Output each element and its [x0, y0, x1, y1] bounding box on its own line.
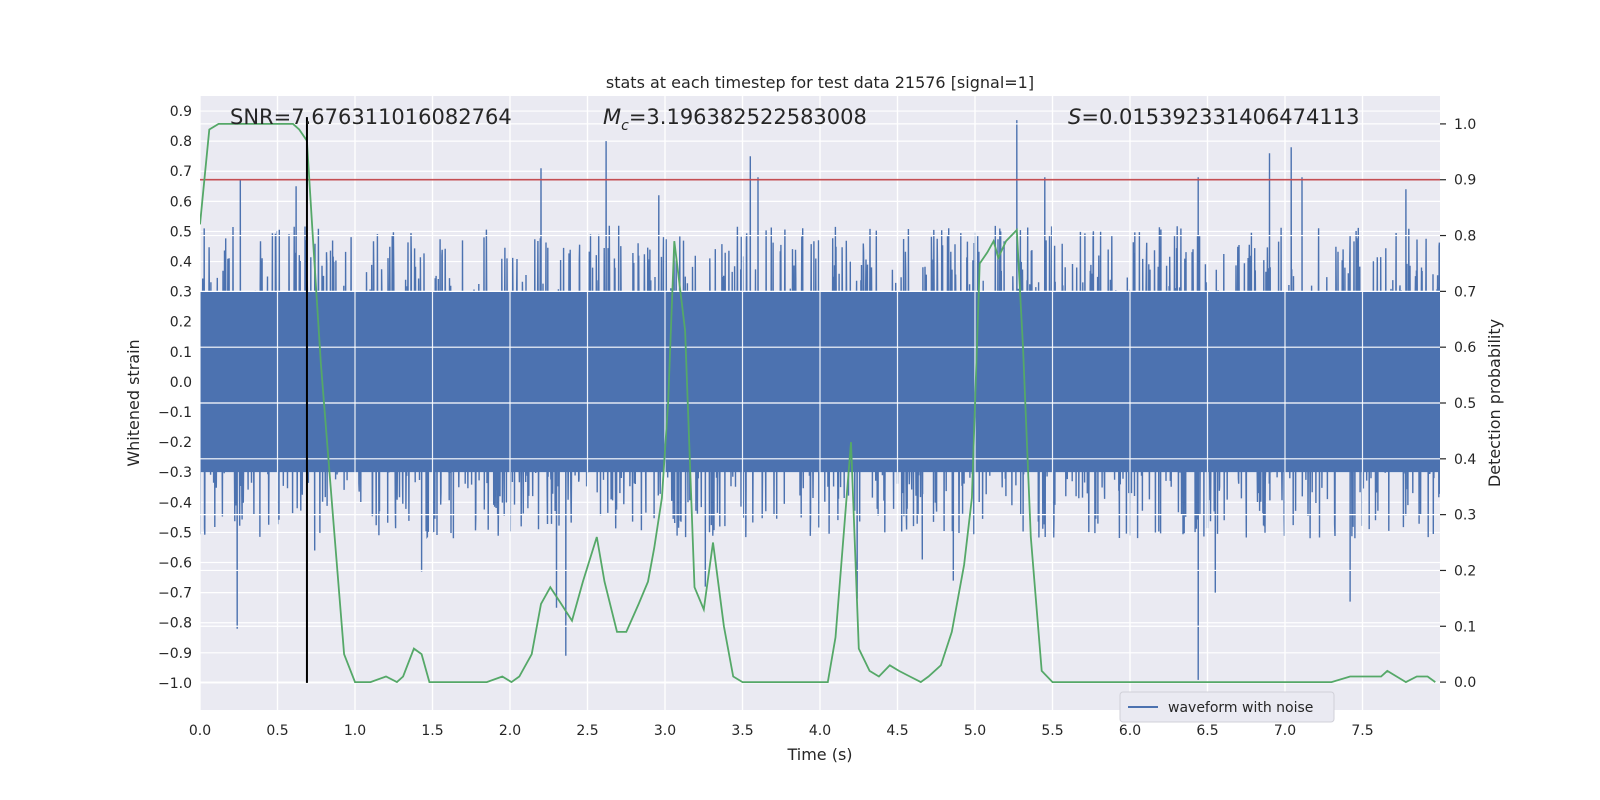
snr-annotation: SNR=7.676311016082764 — [230, 105, 512, 129]
s-value: =0.015392331406474113 — [1081, 105, 1359, 129]
x-tick-label: 3.0 — [654, 723, 676, 739]
y-tick-label: 0.0 — [170, 375, 192, 391]
y2-tick-label: 0.8 — [1454, 229, 1476, 245]
x-tick-label: 1.0 — [344, 723, 366, 739]
y2-tick-label: 0.1 — [1454, 619, 1476, 635]
y-tick-label: 0.6 — [170, 194, 192, 210]
chirp-mass-value: =3.196382522583008 — [629, 105, 867, 129]
x-tick-label: 2.5 — [576, 723, 598, 739]
y2-axis-ticks: 0.0 0.1 0.2 0.3 0.4 0.5 0.6 0.7 0.8 0.9 1.0 — [1440, 117, 1476, 691]
y2-tick-label: 0.5 — [1454, 396, 1476, 412]
legend-box — [1119, 691, 1335, 723]
x-tick-label: 0.0 — [189, 723, 211, 739]
y-tick-label: 0.9 — [170, 104, 192, 120]
y-tick-label: −0.4 — [158, 495, 192, 511]
y-tick-label: −0.3 — [158, 465, 192, 481]
y2-tick-label: 0.6 — [1454, 340, 1476, 356]
y-tick-label: 0.3 — [170, 285, 192, 301]
y-tick-label: −0.8 — [158, 616, 192, 632]
x-tick-label: 6.5 — [1196, 723, 1218, 739]
chirp-mass-symbol: M — [603, 105, 621, 129]
y2-tick-label: 0.2 — [1454, 563, 1476, 579]
y-tick-label: 0.5 — [170, 224, 192, 240]
chirp-mass-annotation: Mc=3.196382522583008 — [603, 105, 867, 134]
y2-tick-label: 0.9 — [1454, 173, 1476, 189]
legend-label: waveform with noise — [1168, 700, 1313, 716]
y-tick-label: 0.2 — [170, 315, 192, 331]
y-tick-label: −0.2 — [158, 435, 192, 451]
y2-tick-label: 0.4 — [1454, 452, 1476, 468]
x-tick-label: 1.5 — [421, 723, 443, 739]
y-tick-label: −1.0 — [158, 676, 192, 692]
x-tick-label: 7.0 — [1274, 723, 1296, 739]
y-tick-label: −0.7 — [158, 586, 192, 602]
y-tick-label: −0.5 — [158, 525, 192, 541]
x-tick-label: 2.0 — [499, 723, 521, 739]
legend: waveform with noise — [1119, 691, 1335, 723]
x-tick-label: 0.5 — [266, 723, 288, 739]
y-tick-label: 0.8 — [170, 134, 192, 150]
y2-axis-label: Detection probability — [1485, 319, 1504, 487]
y-tick-label: 0.4 — [170, 255, 192, 271]
x-axis-label: Time (s) — [786, 745, 852, 764]
chirp-mass-subscript: c — [621, 118, 629, 134]
y-axis-label: Whitened strain — [124, 339, 143, 466]
plot-area — [200, 96, 1440, 710]
x-tick-label: 4.0 — [809, 723, 831, 739]
s-symbol: S — [1068, 105, 1081, 129]
x-tick-label: 4.5 — [886, 723, 908, 739]
y2-tick-label: 1.0 — [1454, 117, 1476, 133]
x-axis-ticks: 0.0 0.5 1.0 1.5 2.0 2.5 3.0 3.5 4.0 4.5 5.0 5.5 6.0 6… — [189, 723, 1374, 739]
x-tick-label: 5.5 — [1041, 723, 1063, 739]
y-tick-label: −0.1 — [158, 405, 192, 421]
y-axis-ticks: −1.0 −0.9 −0.8 −0.7 −0.6 −0.5 −0.4 −0.3 −0.2 −0.1… — [158, 104, 192, 692]
y2-tick-label: 0.7 — [1454, 284, 1476, 300]
x-tick-label: 7.5 — [1351, 723, 1373, 739]
y2-tick-label: 0.3 — [1454, 508, 1476, 524]
x-tick-label: 6.0 — [1119, 723, 1141, 739]
detection-probability-series — [200, 123, 1436, 684]
y-tick-label: 0.7 — [170, 164, 192, 180]
x-tick-label: 3.5 — [731, 723, 753, 739]
chart-title: stats at each timestep for test data 215… — [606, 73, 1034, 92]
y-tick-label: 0.1 — [170, 345, 192, 361]
y2-tick-label: 0.0 — [1454, 675, 1476, 691]
x-tick-label: 5.0 — [964, 723, 986, 739]
y-tick-label: −0.9 — [158, 646, 192, 662]
s-annotation: S=0.015392331406474113 — [1068, 105, 1359, 129]
y-tick-label: −0.6 — [158, 556, 192, 572]
grid-overlay — [200, 96, 1440, 710]
